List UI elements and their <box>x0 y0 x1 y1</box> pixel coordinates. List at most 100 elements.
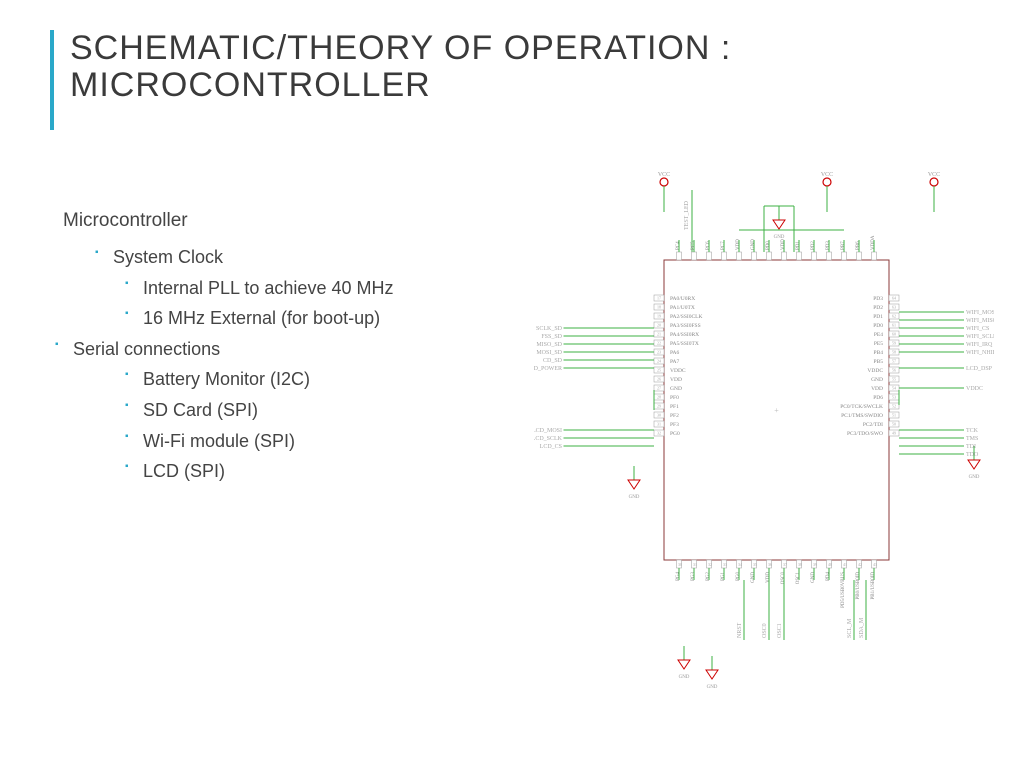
svg-text:32: 32 <box>657 431 661 436</box>
title-line2: MICROCONTROLLER <box>70 67 731 104</box>
svg-text:54: 54 <box>892 386 896 391</box>
svg-text:PA1/U0TX: PA1/U0TX <box>670 305 695 311</box>
svg-text:41: 41 <box>843 562 847 567</box>
svg-text:TCK: TCK <box>966 428 979 434</box>
svg-text:19: 19 <box>657 314 661 319</box>
svg-text:LCD_CS: LCD_CS <box>540 444 562 450</box>
svg-text:VDDC: VDDC <box>966 386 983 392</box>
svg-text:WIFI_MISO: WIFI_MISO <box>966 318 994 324</box>
svg-text:PD3: PD3 <box>873 296 883 302</box>
svg-text:WIFI_CS: WIFI_CS <box>966 326 989 332</box>
svg-text:WIFI_IRQ: WIFI_IRQ <box>966 342 993 348</box>
svg-text:PD2: PD2 <box>873 305 883 311</box>
svg-text:58: 58 <box>892 350 896 355</box>
svg-text:WIFI_NHIB: WIFI_NHIB <box>966 350 994 356</box>
svg-text:38: 38 <box>798 562 802 567</box>
svg-text:32: 32 <box>708 562 712 567</box>
svg-text:36: 36 <box>768 562 772 567</box>
svg-text:PA6: PA6 <box>670 350 680 356</box>
bullet-item: Wi-Fi module (SPI) <box>125 426 475 457</box>
schematic-svg: +VCCVCCVCCTEST_LEDGNDGNDGNDGNDGNDPC4PC5P… <box>534 170 994 700</box>
svg-text:VCC: VCC <box>821 172 833 178</box>
svg-text:PF2: PF2 <box>670 413 679 419</box>
svg-text:GND: GND <box>871 377 883 383</box>
svg-text:WIFI_MOSI: WIFI_MOSI <box>966 310 994 316</box>
svg-text:PD1: PD1 <box>873 314 883 320</box>
svg-text:21: 21 <box>657 332 661 337</box>
svg-text:SDA_M: SDA_M <box>859 617 865 638</box>
svg-text:49: 49 <box>892 431 896 436</box>
svg-text:24: 24 <box>657 359 661 364</box>
bullet-item: System Clock <box>95 242 475 273</box>
slide-title-block: SCHEMATIC/THEORY OF OPERATION : MICROCON… <box>50 30 731 130</box>
bullet-item: LCD (SPI) <box>125 456 475 487</box>
svg-text:LCD_MOSI: LCD_MOSI <box>534 428 562 434</box>
svg-text:PA2/SSI0CLK: PA2/SSI0CLK <box>670 314 703 320</box>
svg-text:40: 40 <box>828 562 832 567</box>
bullet-item: 16 MHz External (for boot-up) <box>125 303 475 334</box>
svg-text:18: 18 <box>657 305 661 310</box>
svg-text:PA7: PA7 <box>670 359 680 365</box>
svg-text:MISO_SD: MISO_SD <box>536 342 562 348</box>
svg-text:TDI: TDI <box>966 444 976 450</box>
svg-text:56: 56 <box>892 368 896 373</box>
svg-text:50: 50 <box>892 422 896 427</box>
svg-text:GND: GND <box>670 386 682 392</box>
svg-text:PA4/SSI0RX: PA4/SSI0RX <box>670 332 699 338</box>
svg-text:55: 55 <box>892 377 896 382</box>
svg-text:34: 34 <box>738 562 742 567</box>
svg-text:GND: GND <box>707 685 718 690</box>
svg-text:OSC1: OSC1 <box>777 623 783 638</box>
svg-text:25: 25 <box>657 368 661 373</box>
svg-text:42: 42 <box>858 562 862 567</box>
svg-text:PA3/SSI0FSS: PA3/SSI0FSS <box>670 323 701 329</box>
svg-text:30: 30 <box>678 562 682 567</box>
svg-text:37: 37 <box>783 562 787 567</box>
bullet-item: Serial connections <box>55 334 475 365</box>
svg-text:PF1: PF1 <box>670 404 679 410</box>
svg-text:SD_POWER: SD_POWER <box>534 366 562 372</box>
svg-text:TMS: TMS <box>966 436 978 442</box>
svg-text:VDD: VDD <box>871 386 883 392</box>
svg-text:64: 64 <box>892 296 896 301</box>
svg-text:GND: GND <box>629 495 640 500</box>
svg-text:30: 30 <box>657 413 661 418</box>
svg-text:TDO: TDO <box>966 452 979 458</box>
svg-text:43: 43 <box>873 562 877 567</box>
svg-text:63: 63 <box>892 305 896 310</box>
bullet-item: Internal PLL to achieve 40 MHz <box>125 273 475 304</box>
svg-text:51: 51 <box>892 413 896 418</box>
bullet-item: SD Card (SPI) <box>125 395 475 426</box>
svg-text:PE4: PE4 <box>874 332 883 338</box>
svg-text:MOSI_SD: MOSI_SD <box>536 350 562 356</box>
svg-text:GND: GND <box>679 675 690 680</box>
svg-text:60: 60 <box>892 332 896 337</box>
svg-text:PB4: PB4 <box>874 350 884 356</box>
svg-text:26: 26 <box>657 377 661 382</box>
svg-text:31: 31 <box>657 422 661 427</box>
svg-text:PF3: PF3 <box>670 422 679 428</box>
svg-text:PF0: PF0 <box>670 395 679 401</box>
svg-text:62: 62 <box>892 314 896 319</box>
svg-text:+: + <box>774 406 779 415</box>
svg-text:VCC: VCC <box>928 172 940 178</box>
svg-text:59: 59 <box>892 341 896 346</box>
svg-text:22: 22 <box>657 341 661 346</box>
svg-text:SCL_M: SCL_M <box>847 618 853 638</box>
svg-text:NRST: NRST <box>737 622 743 638</box>
svg-text:57: 57 <box>892 359 896 364</box>
svg-text:VDDC: VDDC <box>867 368 883 374</box>
svg-text:PA5/SSI0TX: PA5/SSI0TX <box>670 341 699 347</box>
bullet-content: Microcontroller System ClockInternal PLL… <box>55 210 475 487</box>
svg-text:LCD_DSP: LCD_DSP <box>966 366 993 372</box>
svg-text:53: 53 <box>892 395 896 400</box>
svg-text:35: 35 <box>753 562 757 567</box>
svg-text:VCC: VCC <box>658 172 670 178</box>
svg-text:33: 33 <box>723 562 727 567</box>
svg-text:LCD_SCLK: LCD_SCLK <box>534 436 563 442</box>
svg-text:28: 28 <box>657 395 661 400</box>
svg-text:PD0: PD0 <box>873 323 883 329</box>
content-heading: Microcontroller <box>63 210 475 232</box>
svg-text:52: 52 <box>892 404 896 409</box>
bullet-item: Battery Monitor (I2C) <box>125 364 475 395</box>
